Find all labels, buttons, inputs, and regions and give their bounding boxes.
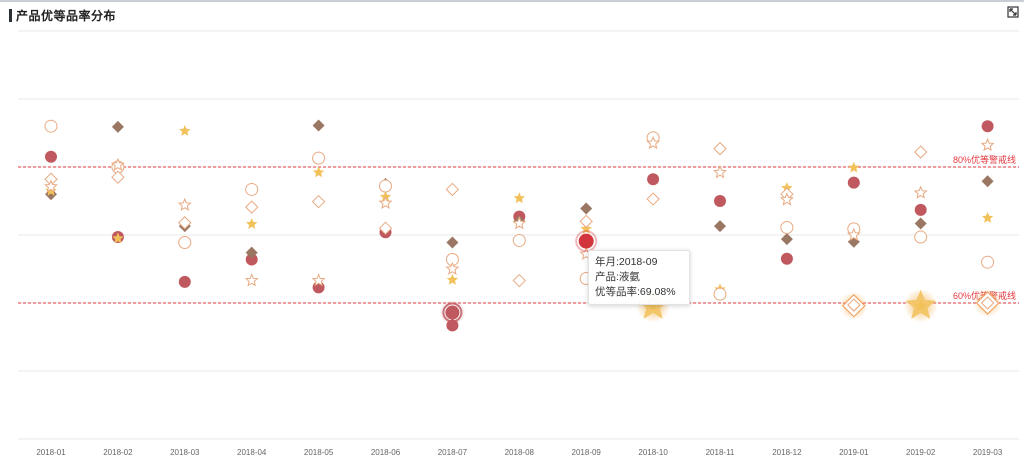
x-tick-label: 2018-01	[36, 448, 66, 457]
point-circle-hollow	[512, 233, 526, 247]
point-circle-hollow	[44, 119, 58, 133]
x-tick-label: 2018-08	[505, 448, 535, 457]
x-tick-label: 2019-03	[973, 448, 1003, 457]
point-diamond-filled	[714, 220, 726, 233]
point-diamond-hollow	[713, 141, 727, 156]
x-tick-label: 2018-06	[371, 448, 401, 457]
tooltip-rate: 优等品率:69.08%	[595, 286, 676, 298]
point-circle-filled	[847, 176, 860, 189]
point-star-hollow	[177, 197, 192, 211]
point-star-hollow	[646, 135, 661, 150]
point-diamond-filled	[312, 119, 325, 132]
point-diamond-hollow	[579, 214, 593, 229]
point-star-hollow	[713, 165, 727, 179]
x-tick-label: 2019-01	[839, 448, 869, 457]
x-tick-label: 2018-09	[572, 448, 602, 457]
top-border	[0, 0, 1024, 2]
point-star-filled	[647, 299, 659, 311]
point-star-hollow	[846, 227, 861, 241]
tooltip-month: 年月:2018-09	[595, 256, 658, 268]
chart-title: 产品优等品率分布	[16, 9, 117, 23]
point-diamond-hollow	[378, 221, 393, 235]
point-circle-hollow	[914, 230, 928, 244]
point-star-hollow	[311, 273, 326, 287]
point-star-filled	[513, 192, 525, 204]
point-circle-hollow	[312, 151, 326, 165]
threshold-label: 80%优等警戒线	[953, 154, 1016, 165]
point-diamond-hollow	[244, 200, 259, 214]
point-diamond-filled	[780, 233, 793, 246]
point-star-hollow	[779, 192, 794, 206]
point-circle-filled	[446, 319, 459, 332]
point-diamond-filled	[981, 175, 994, 188]
point-star-filled	[981, 212, 994, 223]
scatter-chart: 80%优等警戒线60%优等警戒线 2018-012018-022018-0320…	[18, 30, 1019, 457]
x-tick-label: 2019-02	[906, 448, 936, 457]
point-star-filled	[312, 166, 325, 178]
point-circle-hollow	[178, 235, 192, 249]
point-diamond-hollow	[512, 273, 527, 288]
x-tick-label: 2018-07	[438, 448, 468, 457]
point-star-hollow	[980, 137, 995, 152]
x-tick-label: 2018-03	[170, 448, 200, 457]
point-diamond-hollow	[445, 182, 460, 197]
highlight-point-circle	[445, 305, 460, 320]
point-diamond-hollow	[178, 216, 192, 230]
tooltip-point	[578, 233, 594, 249]
point-circle-hollow	[780, 221, 794, 235]
point-circle-hollow	[981, 255, 995, 269]
panel-header: 产品优等品率分布	[0, 2, 1024, 24]
point-circle-filled	[714, 195, 726, 207]
point-circle-filled	[178, 275, 191, 288]
point-circle-filled	[780, 252, 793, 265]
point-diamond-filled	[245, 246, 258, 259]
point-circle-hollow	[713, 287, 727, 301]
point-diamond-filled	[914, 217, 927, 230]
tooltip: 年月:2018-09 产品:液氨 优等品率:69.08%	[588, 250, 690, 305]
points-layer	[44, 119, 995, 332]
point-star-hollow	[913, 185, 928, 199]
tooltip-point-halo	[575, 230, 598, 253]
point-diamond-filled	[580, 202, 593, 215]
point-diamond-filled	[111, 120, 124, 133]
point-circle-filled	[647, 173, 660, 186]
point-diamond-hollow	[913, 145, 928, 159]
point-diamond-hollow	[847, 298, 861, 312]
point-star-filled	[848, 161, 860, 173]
point-star-filled	[45, 184, 57, 196]
point-circle-filled	[45, 150, 57, 163]
x-tick-label: 2018-12	[772, 448, 802, 457]
point-star-hollow	[44, 179, 58, 193]
point-circle-hollow	[245, 182, 259, 196]
point-circle-hollow	[379, 179, 392, 193]
x-tick-label: 2018-11	[706, 448, 735, 457]
point-star-filled	[246, 218, 258, 229]
point-diamond-filled	[446, 236, 459, 249]
x-tick-label: 2018-10	[638, 448, 668, 457]
point-star-filled	[112, 232, 124, 244]
point-star-hollow	[244, 273, 259, 287]
point-star-filled	[580, 222, 592, 234]
point-star-filled	[915, 299, 927, 311]
point-circle-filled	[245, 253, 258, 266]
x-tick-label: 2018-02	[103, 448, 133, 457]
point-star-filled	[446, 273, 459, 285]
expand-icon[interactable]	[1007, 6, 1019, 18]
point-diamond-hollow	[111, 170, 125, 184]
x-tick-label: 2018-04	[237, 448, 267, 457]
tooltip-product: 产品:液氨	[595, 271, 640, 283]
point-diamond-hollow	[980, 296, 995, 310]
point-circle-filled	[981, 120, 994, 133]
x-axis: 2018-01 2018-02 2018-03 2018-04 2018-05 2018-…	[36, 448, 1003, 457]
point-star-hollow	[445, 261, 460, 275]
point-diamond-hollow	[646, 192, 660, 206]
point-circle-filled	[914, 203, 927, 216]
title-accent-bar	[9, 9, 12, 22]
x-tick-label: 2018-05	[304, 448, 334, 457]
point-star-hollow	[378, 195, 393, 209]
point-star-filled	[179, 125, 191, 136]
point-diamond-hollow	[311, 194, 326, 209]
point-star-hollow	[512, 216, 527, 230]
point-star-hollow	[110, 157, 125, 171]
